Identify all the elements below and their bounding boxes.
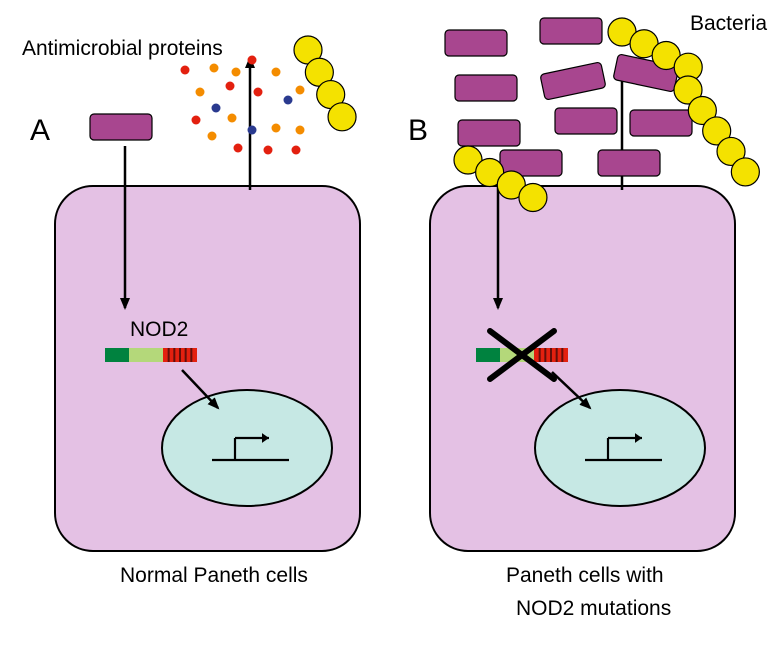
caption-normal: Normal Paneth cells xyxy=(120,564,308,587)
caption-mutant-l2: NOD2 mutations xyxy=(516,597,671,620)
nucleus-b xyxy=(535,390,705,506)
label-nod2: NOD2 xyxy=(130,318,188,341)
rod-bacterium-b-9 xyxy=(598,150,660,176)
nucleus-a xyxy=(162,390,332,506)
rod-bacterium-b-6 xyxy=(555,108,617,134)
panel-letter-a: A xyxy=(30,114,50,147)
panel-letter-b: B xyxy=(408,114,428,147)
rod-bacterium-b-5 xyxy=(458,120,520,146)
rod-bacterium-b-0 xyxy=(445,30,507,56)
rod-bacterium-b-1 xyxy=(540,18,602,44)
rod-bacterium-b-2 xyxy=(455,75,517,101)
nod2-bar-a xyxy=(105,348,197,362)
label-bacteria: Bacteria xyxy=(690,12,767,35)
caption-mutant-l1: Paneth cells with xyxy=(506,564,664,587)
rod-bacterium-a xyxy=(90,114,152,140)
label-antimicrobial: Antimicrobial proteins xyxy=(22,37,223,60)
rod-bacterium-b-7 xyxy=(630,110,692,136)
